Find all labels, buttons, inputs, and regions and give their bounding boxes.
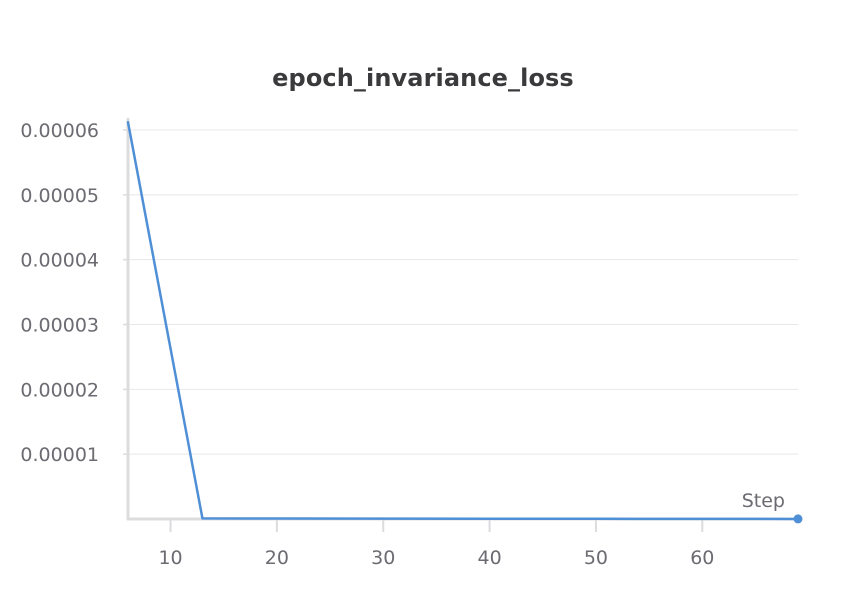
axes — [126, 118, 798, 521]
y-tick-label: 0.00003 — [20, 315, 99, 337]
x-tick-label: 30 — [371, 547, 395, 569]
grid-lines — [128, 129, 798, 455]
y-tick-label: 0.00001 — [20, 444, 99, 466]
last-point-marker[interactable] — [793, 514, 803, 524]
y-tick-label: 0.00002 — [20, 379, 99, 401]
y-tick-label: 0.00004 — [20, 250, 99, 272]
x-tick-label: 50 — [584, 547, 608, 569]
x-tick-label: 40 — [477, 547, 501, 569]
x-tick-label: 10 — [158, 547, 182, 569]
x-axis-ticks: 10 20 30 40 50 60 — [158, 519, 714, 569]
x-tick-label: 20 — [265, 547, 289, 569]
series-line[interactable] — [126, 120, 800, 521]
y-axis-ticks: 0.00001 0.00002 0.00003 0.00004 0.00005 0.000… — [20, 120, 128, 466]
y-tick-label: 0.00005 — [20, 185, 99, 207]
series-layer[interactable] — [126, 120, 803, 524]
x-axis-label: Step — [742, 490, 785, 512]
chart-title: epoch_invariance_loss — [272, 64, 574, 92]
y-tick-label: 0.00006 — [20, 120, 99, 142]
x-tick-label: 60 — [690, 547, 714, 569]
